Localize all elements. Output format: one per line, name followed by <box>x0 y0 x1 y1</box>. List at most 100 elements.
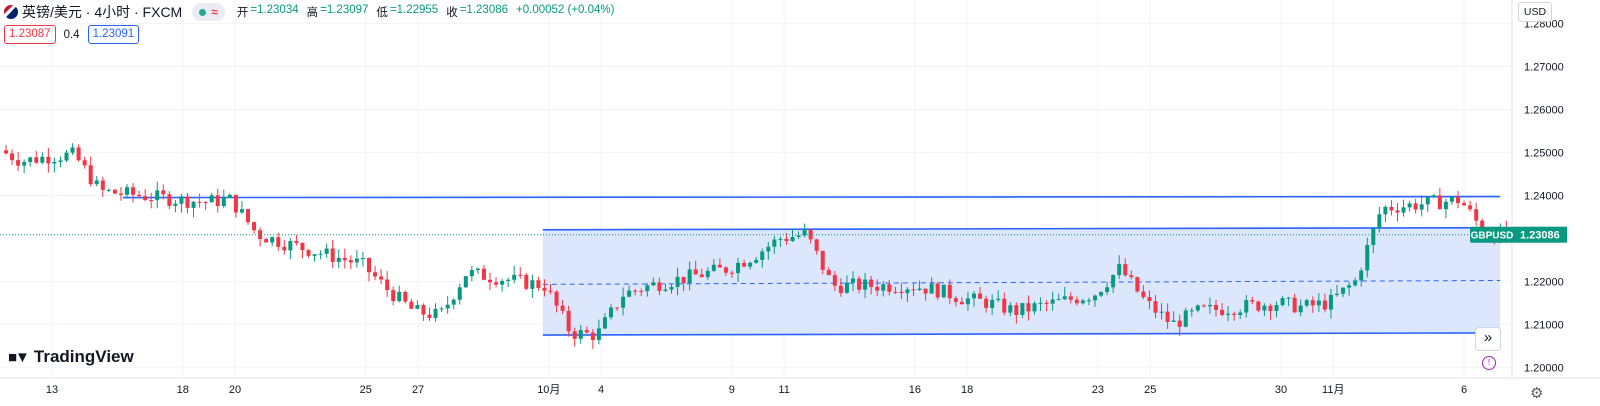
time-tick-label: 11 <box>778 384 789 396</box>
price-channel[interactable] <box>542 226 1501 336</box>
candle-body <box>1383 206 1388 215</box>
candle-body <box>82 160 87 166</box>
candle-body <box>1044 302 1049 304</box>
candle-body <box>596 328 601 341</box>
price-tick-label: 1.20000 <box>1524 362 1564 374</box>
candle-body <box>1425 196 1430 205</box>
candle-body <box>494 282 499 285</box>
spread-value: 0.4 <box>63 28 80 41</box>
candle-body <box>1250 300 1255 302</box>
settings-icon[interactable]: ⚙ <box>1530 385 1544 402</box>
gbp-flag-icon <box>4 5 18 19</box>
candle-body <box>439 308 444 310</box>
candle-body <box>215 195 220 207</box>
candle-body <box>578 330 583 339</box>
logo-text: TradingView <box>33 347 134 366</box>
candle-body <box>475 268 480 271</box>
candle-body <box>246 209 250 223</box>
candle-body <box>657 282 662 291</box>
candle-body <box>881 284 886 291</box>
candle-body <box>94 180 99 185</box>
candle-body <box>421 305 426 315</box>
candle-body <box>1431 195 1436 197</box>
candle-body <box>336 257 341 262</box>
last-price-tag <box>1513 226 1567 243</box>
low-label: 低 <box>376 7 388 19</box>
channel-bottom-line <box>542 332 1501 336</box>
tradingview-logo[interactable]: ■▼ TradingView <box>8 347 134 367</box>
candle-body <box>4 150 8 154</box>
candle-body <box>118 193 123 195</box>
channel-fill <box>542 227 1501 336</box>
candle-body <box>173 203 178 206</box>
price-axis-bg <box>1512 0 1600 406</box>
time-axis[interactable]: 13 18 20 25 27 10月 4 9 11 16 18 23 25 30 11月 6 <box>0 377 1600 396</box>
candle-body <box>627 290 632 297</box>
candle-body <box>863 279 868 290</box>
market-status-icon <box>199 8 207 16</box>
candle-body <box>935 283 940 298</box>
candle-body <box>445 304 450 309</box>
candle-body <box>409 301 414 309</box>
currency-selector[interactable]: USD <box>1518 2 1552 22</box>
candle-body <box>143 196 148 201</box>
candle-body <box>1232 313 1237 315</box>
candle-body <box>427 314 432 318</box>
sell-button[interactable]: 1.23087 <box>4 25 56 44</box>
candle-body <box>1413 203 1418 210</box>
candle-body <box>959 301 964 305</box>
candle-body <box>415 305 420 309</box>
candle-body <box>754 259 759 263</box>
scroll-forward-button[interactable]: » <box>1475 327 1501 351</box>
candle-body <box>1341 287 1346 294</box>
candle-body <box>1304 300 1309 306</box>
horizontal-lines[interactable] <box>122 195 1501 199</box>
time-tick-label: 6 <box>1461 384 1467 396</box>
candles <box>4 143 1509 349</box>
candle-body <box>681 276 686 284</box>
candle-body <box>609 307 613 318</box>
candle-body <box>403 291 408 302</box>
candle-body <box>736 262 741 274</box>
candle-body <box>469 270 474 277</box>
candle-body <box>270 237 275 243</box>
candle-body <box>990 299 995 308</box>
candle-body <box>1226 313 1231 315</box>
candle-body <box>1371 228 1376 246</box>
candle-body <box>1395 210 1400 213</box>
candle-body <box>1171 320 1176 322</box>
candle-body <box>354 258 359 263</box>
candle-body <box>457 287 462 300</box>
candle-body <box>1389 206 1394 211</box>
candle-body <box>929 283 934 294</box>
open-value: =1.23034 <box>250 4 299 16</box>
candle-body <box>191 201 196 208</box>
candle-body <box>699 274 704 278</box>
candle-body <box>996 298 1001 300</box>
candle-body <box>1365 245 1370 271</box>
candle-body <box>1159 311 1164 313</box>
candle-body <box>1177 320 1182 327</box>
candle-body <box>1201 305 1206 307</box>
candle-body <box>548 290 553 292</box>
time-tick-label: 20 <box>229 384 241 396</box>
alert-icon[interactable]: ! <box>1482 356 1496 370</box>
buy-button[interactable]: 1.23091 <box>87 25 140 44</box>
candle-body <box>58 160 63 162</box>
price-tick-label: 1.25000 <box>1524 147 1564 159</box>
candle-body <box>1407 203 1412 208</box>
candle-body <box>730 272 734 274</box>
candle-body <box>572 331 577 339</box>
candle-body <box>433 308 438 318</box>
candle-body <box>1207 304 1212 307</box>
candle-body <box>560 305 565 311</box>
candle-body <box>397 291 402 302</box>
symbol-title[interactable]: 英镑/美元 · 4小时 · FXCM <box>22 4 183 20</box>
candle-body <box>566 310 571 332</box>
scroll-forward-icon: » <box>1483 329 1493 346</box>
candle-body <box>264 239 269 243</box>
candle-body <box>1419 204 1424 210</box>
market-status-pill[interactable]: ≈ <box>192 3 225 21</box>
